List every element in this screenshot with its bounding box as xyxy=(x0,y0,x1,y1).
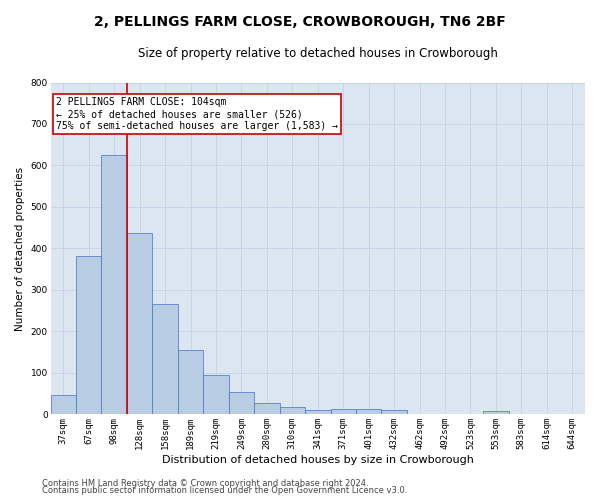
Bar xyxy=(203,375,229,414)
Bar xyxy=(483,411,509,414)
Title: Size of property relative to detached houses in Crowborough: Size of property relative to detached ho… xyxy=(138,48,498,60)
Bar xyxy=(101,155,127,414)
Bar xyxy=(356,410,382,414)
Bar xyxy=(127,232,152,414)
Bar xyxy=(305,410,331,414)
Y-axis label: Number of detached properties: Number of detached properties xyxy=(15,166,25,330)
Text: Contains public sector information licensed under the Open Government Licence v3: Contains public sector information licen… xyxy=(42,486,407,495)
Bar xyxy=(382,410,407,414)
Bar xyxy=(280,407,305,414)
Bar xyxy=(178,350,203,414)
Bar xyxy=(254,403,280,414)
Bar xyxy=(50,394,76,414)
Text: Contains HM Land Registry data © Crown copyright and database right 2024.: Contains HM Land Registry data © Crown c… xyxy=(42,478,368,488)
Bar xyxy=(331,410,356,414)
Bar xyxy=(152,304,178,414)
Text: 2, PELLINGS FARM CLOSE, CROWBOROUGH, TN6 2BF: 2, PELLINGS FARM CLOSE, CROWBOROUGH, TN6… xyxy=(94,15,506,29)
X-axis label: Distribution of detached houses by size in Crowborough: Distribution of detached houses by size … xyxy=(162,455,474,465)
Bar xyxy=(76,256,101,414)
Bar xyxy=(229,392,254,414)
Text: 2 PELLINGS FARM CLOSE: 104sqm
← 25% of detached houses are smaller (526)
75% of : 2 PELLINGS FARM CLOSE: 104sqm ← 25% of d… xyxy=(56,98,338,130)
